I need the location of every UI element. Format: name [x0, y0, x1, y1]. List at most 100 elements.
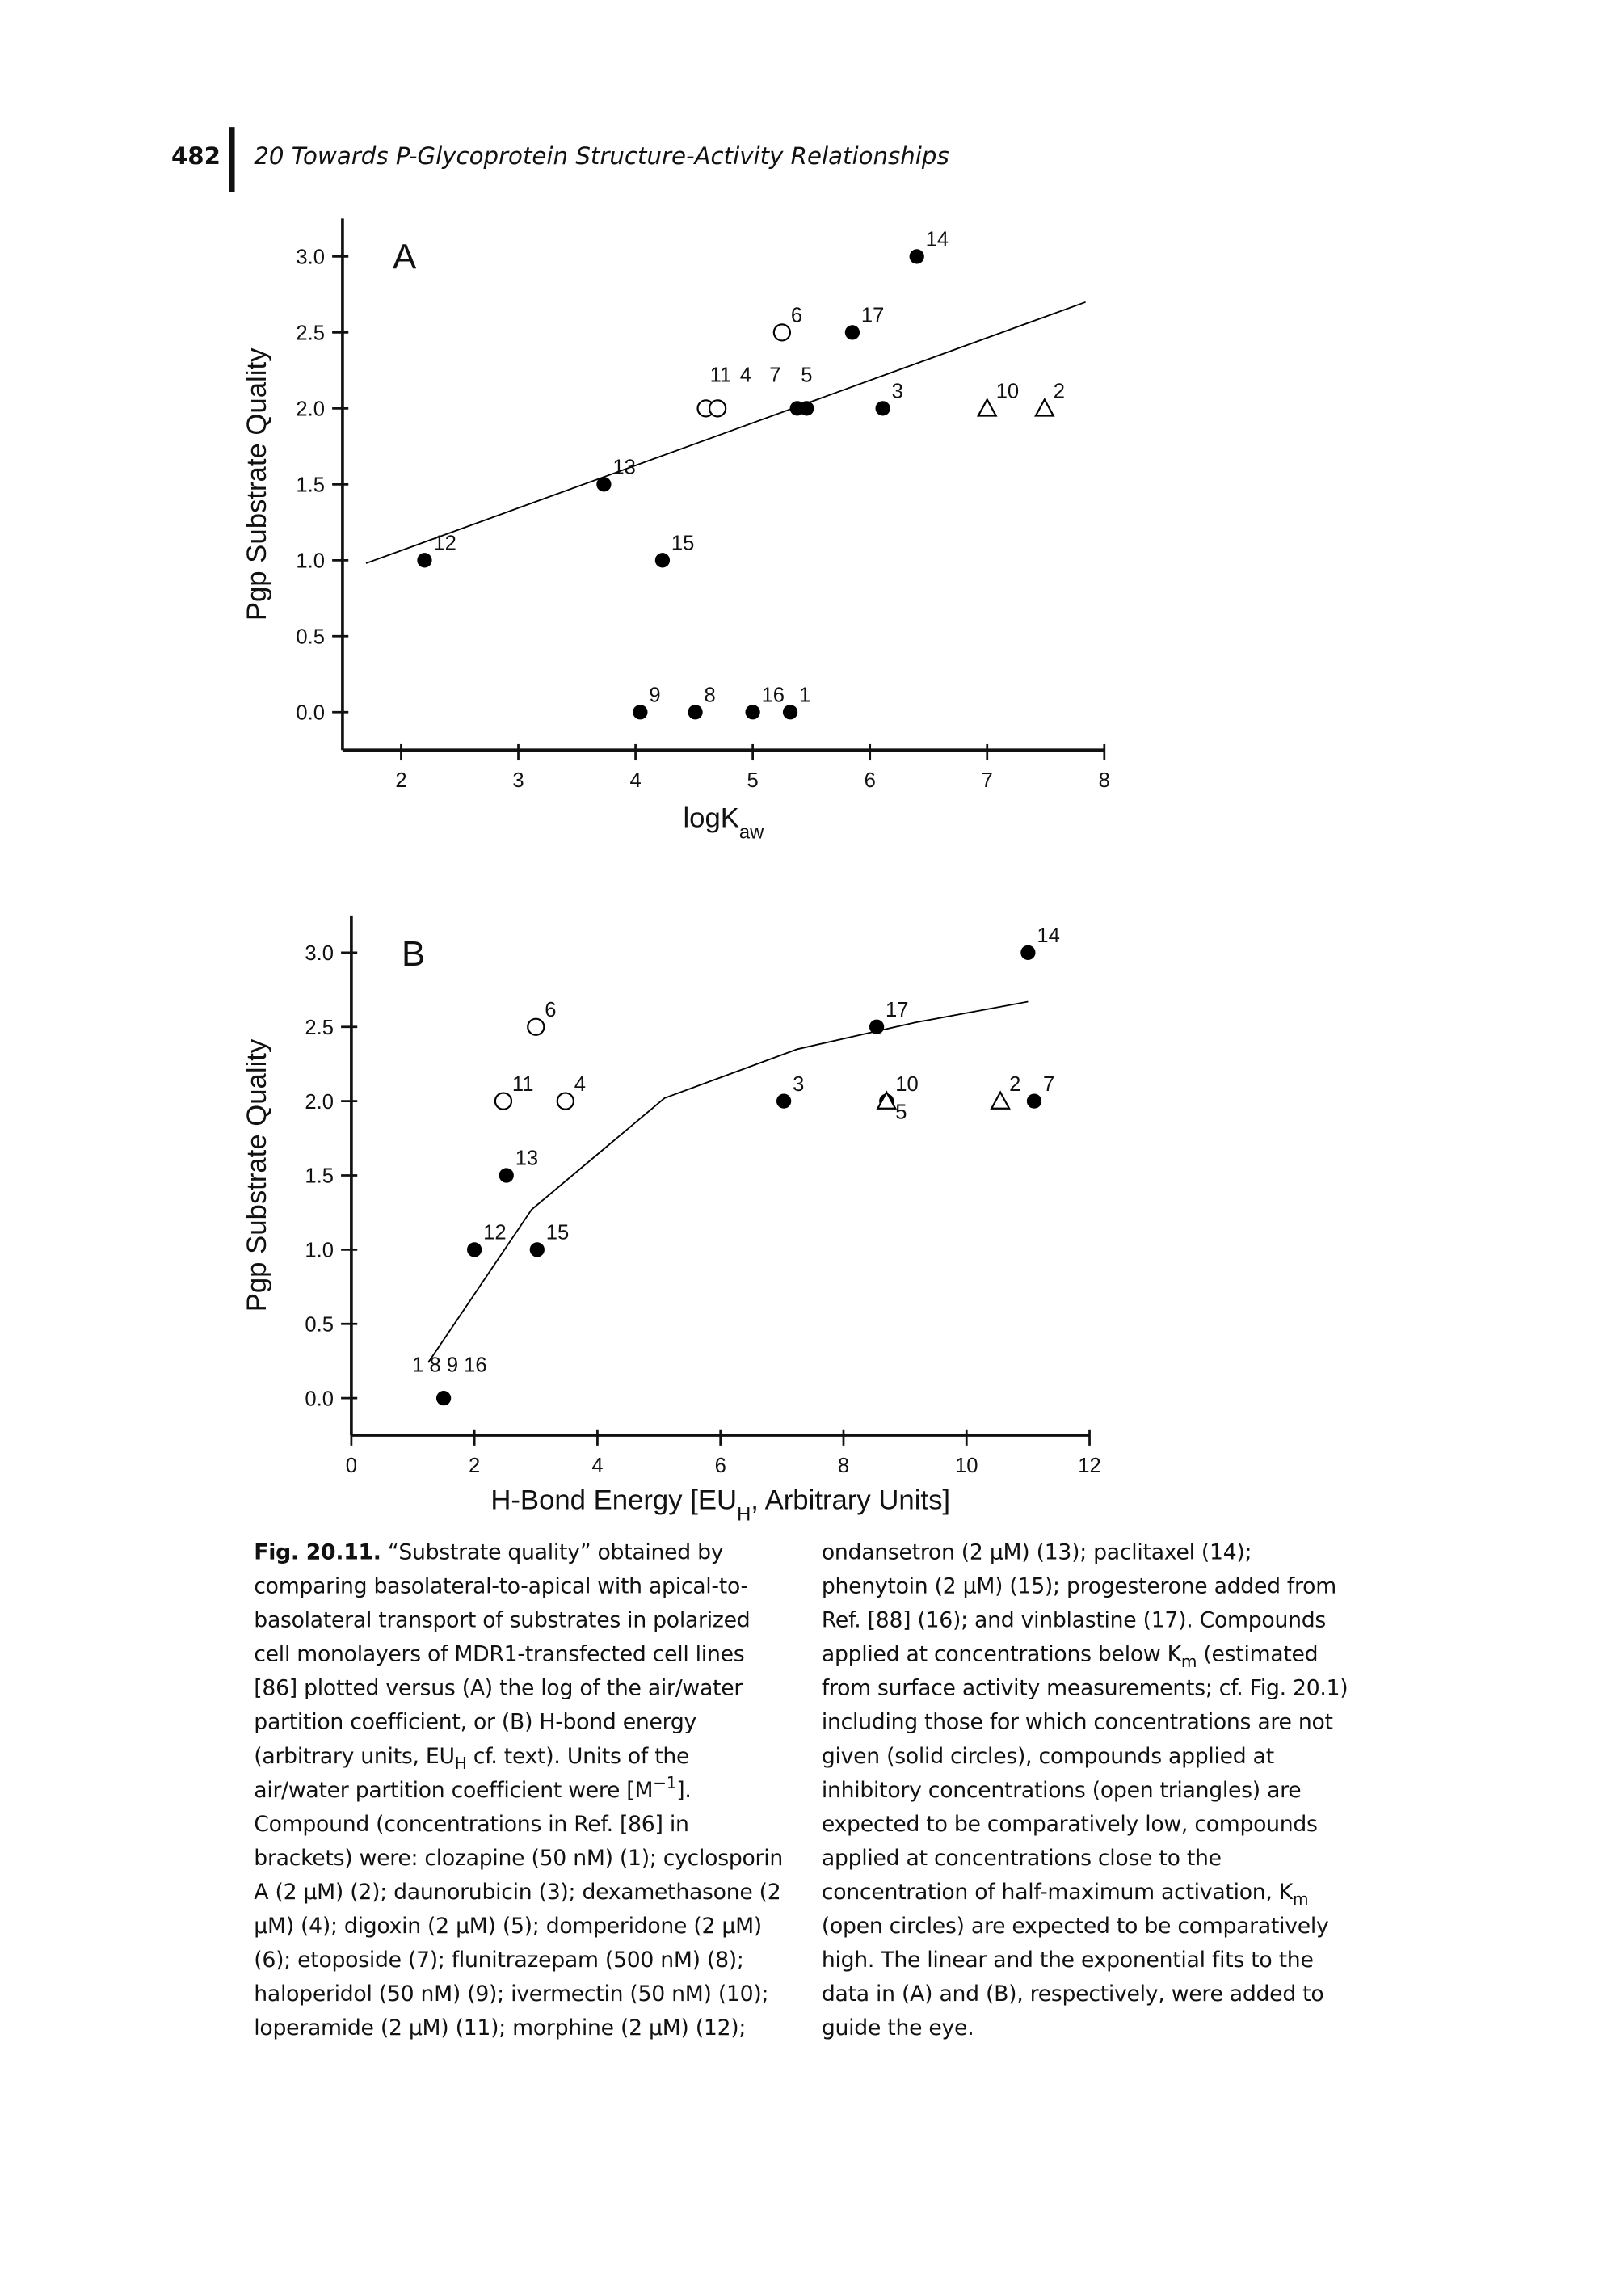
point-label: 5	[801, 364, 812, 386]
point-label: 10	[895, 1073, 918, 1096]
point-label: 14	[1037, 924, 1059, 947]
scatter-chart: 0.0 0.5 1.0 1.5 2.0 2.5 3.0 2 3 4 5 6 7 8 Pgp Substrat…	[242, 218, 1110, 843]
point-label: 16	[762, 684, 785, 706]
fit-line	[427, 1000, 1029, 1363]
running-title: 20 Towards P-Glycoprotein Structure-Acti…	[254, 141, 949, 171]
point	[527, 1017, 545, 1036]
caption-subscript: H	[454, 1754, 467, 1774]
caption-label: Fig. 20.11.	[254, 1539, 381, 1565]
y-tick-label: 2.0	[305, 1091, 334, 1114]
point	[633, 705, 648, 720]
point-label: 2	[1009, 1073, 1020, 1096]
y-tick-label: 1.0	[296, 550, 325, 572]
point-label: 1 8 9 16	[412, 1354, 486, 1376]
panel-label: A	[393, 238, 417, 277]
point-label: 15	[671, 533, 694, 555]
point-label: 10	[996, 381, 1019, 403]
point-label: 1	[799, 684, 810, 706]
point-label: 6	[791, 305, 802, 327]
point	[772, 323, 792, 342]
fit-line	[365, 301, 1086, 564]
point-label: 14	[926, 229, 949, 251]
point-label: 5	[895, 1101, 907, 1124]
point	[596, 477, 612, 492]
x-tick-label: 6	[715, 1455, 726, 1477]
x-axis-label: H-Bond Energy [EUH, Arbitrary Units]	[490, 1485, 950, 1525]
point-label: 13	[612, 457, 635, 479]
point-label: 12	[483, 1222, 506, 1244]
y-axis-label: Pgp Substrate Quality	[242, 1038, 272, 1312]
point-label: 8	[705, 684, 716, 706]
x-tick-label: 2	[469, 1455, 480, 1477]
y-tick-label: 1.0	[305, 1240, 334, 1262]
point-label: 17	[861, 305, 884, 327]
point	[799, 401, 814, 416]
caption-text: (estimated from surface activity measure…	[821, 1641, 1348, 1906]
point-label: 3	[793, 1073, 804, 1096]
point	[782, 705, 798, 720]
x-axis-label: logKaw	[683, 802, 764, 843]
x-tick-label: 10	[955, 1455, 978, 1477]
point	[708, 399, 727, 418]
subscript: aw	[739, 821, 764, 843]
header-rule	[229, 127, 235, 192]
point	[688, 705, 703, 720]
x-tick-label: 3	[512, 769, 524, 792]
x-tick-label: 12	[1078, 1455, 1100, 1477]
point-label: 9	[649, 684, 660, 706]
point	[844, 325, 860, 340]
x-tick-label: 7	[982, 769, 993, 792]
page-number: 482	[170, 141, 221, 171]
point	[417, 553, 432, 568]
label-text: , Arbitrary Units]	[751, 1485, 950, 1515]
y-axis-label: Pgp Substrate Quality	[242, 347, 272, 621]
x-tick-label: 5	[747, 769, 759, 792]
point-label: 4	[740, 364, 751, 386]
point-label: 12	[433, 533, 456, 555]
point	[976, 398, 998, 417]
y-tick-label: 3.0	[305, 942, 334, 965]
point-label: 13	[515, 1148, 538, 1170]
y-tick-label: 2.5	[296, 322, 325, 345]
point	[556, 1092, 574, 1110]
scatter-chart: 0.0 0.5 1.0 1.5 2.0 2.5 3.0 0 2 4 6 8 10 12 Pgp Substr…	[242, 915, 1101, 1525]
point	[435, 1391, 452, 1406]
figure: 0.0 0.5 1.0 1.5 2.0 2.5 3.0 2 3 4 5 6 7 8 Pgp Substrat…	[242, 218, 1110, 1525]
caption-text: cf. text). Units of the air/water partit…	[254, 1744, 690, 1804]
y-tick-label: 0.0	[305, 1388, 334, 1410]
y-tick-label: 0.5	[305, 1313, 334, 1336]
point-label: 4	[574, 1073, 586, 1096]
y-tick-label: 2.5	[305, 1017, 334, 1039]
point-label: 17	[886, 999, 908, 1021]
point-label: 11	[710, 364, 732, 386]
x-tick-label: 4	[591, 1455, 603, 1477]
point	[990, 1090, 1011, 1110]
point	[1026, 1093, 1042, 1109]
x-tick-label: 0	[346, 1455, 357, 1477]
point	[529, 1242, 545, 1257]
point	[876, 1090, 898, 1110]
y-tick-label: 0.0	[296, 701, 325, 724]
point	[875, 401, 890, 416]
y-tick-label: 2.0	[296, 398, 325, 421]
caption: Fig. 20.11. “Substrate quality” obtained…	[254, 1535, 1353, 2045]
point-label: 3	[892, 381, 903, 403]
point-label: 7	[1043, 1073, 1054, 1096]
point	[467, 1242, 482, 1257]
x-tick-label: 2	[395, 769, 406, 792]
point-label: 7	[769, 364, 780, 386]
point	[745, 705, 760, 720]
x-tick-label: 8	[1099, 769, 1110, 792]
point-label: 15	[546, 1222, 569, 1244]
label-text: logK	[683, 802, 738, 833]
caption-text: (open circles) are expected to be compar…	[821, 1914, 1329, 2041]
point	[1020, 945, 1036, 960]
point	[776, 1093, 792, 1109]
y-tick-label: 1.5	[296, 474, 325, 496]
x-tick-label: 6	[865, 769, 876, 792]
caption-text: “Substrate quality” obtained by comparin…	[254, 1539, 751, 1770]
caption-subscript: m	[1180, 1652, 1197, 1672]
panel-label: B	[402, 934, 425, 974]
point-label: 11	[512, 1073, 534, 1096]
